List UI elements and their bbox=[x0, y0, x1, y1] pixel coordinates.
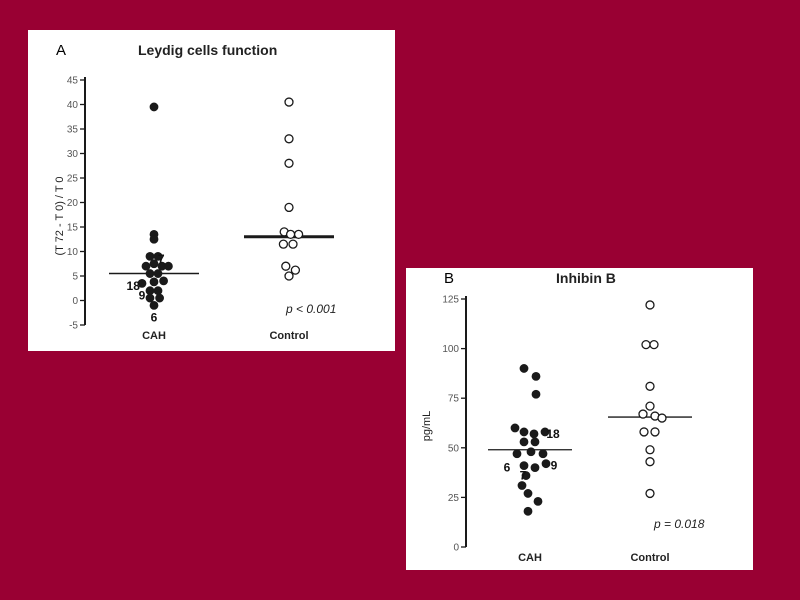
point-label: 7 bbox=[520, 469, 527, 483]
x-category-label: Control bbox=[269, 330, 309, 342]
data-point-open bbox=[290, 265, 301, 275]
data-point-open bbox=[281, 261, 291, 271]
data-point-filled bbox=[533, 496, 543, 506]
data-point-filled bbox=[149, 300, 159, 310]
data-point-open bbox=[639, 427, 649, 437]
data-point-filled bbox=[145, 251, 155, 261]
y-tick-label: -5 bbox=[69, 321, 78, 332]
y-tick-label: 35 bbox=[67, 125, 79, 136]
data-point-filled bbox=[510, 423, 520, 433]
x-category-label: CAH bbox=[518, 552, 542, 564]
data-point-open bbox=[657, 413, 667, 423]
data-point-open bbox=[293, 229, 304, 240]
data-point-open bbox=[284, 97, 294, 107]
point-label: 9 bbox=[551, 459, 558, 473]
data-point-filled bbox=[512, 449, 522, 459]
data-point-open bbox=[650, 427, 660, 437]
point-label: 18 bbox=[546, 427, 560, 441]
data-point-filled bbox=[531, 371, 541, 381]
data-point-filled bbox=[145, 293, 155, 303]
y-tick-label: 100 bbox=[442, 344, 459, 355]
data-point-filled bbox=[530, 437, 540, 447]
data-point-open bbox=[285, 229, 296, 240]
data-point-filled bbox=[530, 463, 540, 473]
point-label: 6 bbox=[504, 461, 511, 475]
point-label: 9 bbox=[139, 289, 146, 303]
y-tick-label: 15 bbox=[67, 223, 79, 234]
data-point-filled bbox=[153, 251, 163, 261]
data-point-open bbox=[284, 134, 294, 144]
data-point-filled bbox=[519, 364, 529, 373]
data-point-filled bbox=[521, 471, 531, 480]
data-point-filled bbox=[519, 437, 529, 447]
data-point-open bbox=[638, 409, 648, 419]
y-tick-label: 30 bbox=[67, 149, 79, 160]
data-point-filled bbox=[163, 261, 173, 271]
data-point-open bbox=[288, 239, 298, 249]
y-tick-label: 25 bbox=[67, 174, 79, 185]
data-point-filled bbox=[517, 481, 527, 490]
point-label: 18 bbox=[127, 279, 141, 293]
x-category-label: CAH bbox=[142, 330, 166, 342]
data-point-open bbox=[645, 445, 655, 455]
y-tick-label: 0 bbox=[72, 296, 78, 307]
panel-letter: A bbox=[56, 42, 67, 59]
chart-plot-b: 0 25 50 75 100 125 18 67 9 bbox=[442, 295, 692, 554]
data-point-filled bbox=[137, 278, 147, 288]
data-point-filled bbox=[149, 234, 159, 244]
data-point-open bbox=[645, 300, 655, 310]
data-point-filled bbox=[141, 261, 151, 271]
data-point-filled bbox=[541, 459, 551, 469]
data-point-open bbox=[284, 158, 294, 168]
data-point-open bbox=[645, 381, 655, 391]
y-tick-label: 10 bbox=[67, 247, 79, 258]
data-point-open bbox=[645, 457, 655, 467]
y-tick-label: 125 bbox=[442, 295, 459, 306]
data-point-filled bbox=[538, 449, 548, 459]
y-tick-label: 20 bbox=[67, 198, 79, 209]
data-point-filled bbox=[540, 427, 550, 437]
data-point-filled bbox=[523, 506, 533, 516]
data-point-filled bbox=[526, 447, 536, 457]
data-point-filled bbox=[159, 276, 169, 286]
point-label: 7 bbox=[158, 252, 165, 266]
y-tick-label: 50 bbox=[448, 443, 460, 454]
data-point-filled bbox=[149, 277, 159, 287]
data-point-filled bbox=[531, 389, 541, 399]
data-point-filled bbox=[153, 286, 163, 296]
data-point-filled bbox=[529, 429, 539, 439]
y-tick-label: 0 bbox=[453, 543, 459, 554]
p-value-annotation: p = 0.018 bbox=[654, 517, 705, 531]
data-point-filled bbox=[519, 427, 529, 437]
chart-title: Inhibin B bbox=[556, 270, 616, 286]
data-point-open bbox=[645, 401, 655, 411]
data-point-filled bbox=[153, 269, 163, 278]
panel-letter: B bbox=[444, 270, 455, 287]
panel-a: A Leydig cells function (T 72 - T 0) / T… bbox=[28, 30, 395, 351]
data-point-filled bbox=[145, 269, 155, 278]
data-point-filled bbox=[519, 461, 529, 471]
chart-title: Leydig cells function bbox=[138, 42, 278, 58]
y-tick-label: 5 bbox=[72, 272, 78, 283]
panel-b: B Inhibin B pg/mL 0 25 50 75 100 125 18 6 7 9 p =… bbox=[406, 268, 753, 570]
y-tick-label: 25 bbox=[448, 493, 460, 504]
data-point-open bbox=[284, 271, 294, 281]
data-point-open bbox=[284, 202, 294, 213]
point-label: 6 bbox=[151, 311, 158, 325]
y-tick-label: 45 bbox=[67, 76, 79, 87]
y-tick-label: 40 bbox=[67, 100, 79, 111]
data-point-open bbox=[641, 339, 651, 350]
data-point-filled bbox=[523, 489, 533, 498]
data-point-filled bbox=[149, 102, 159, 112]
p-value-annotation: p < 0.001 bbox=[286, 302, 337, 316]
data-point-filled bbox=[155, 293, 165, 303]
data-point-open bbox=[278, 239, 289, 249]
x-category-label: Control bbox=[630, 552, 670, 564]
data-point-filled bbox=[149, 259, 159, 269]
data-point-open bbox=[645, 488, 655, 499]
y-tick-label: 75 bbox=[448, 394, 460, 405]
data-point-open bbox=[649, 339, 659, 350]
data-point-filled bbox=[145, 286, 155, 296]
